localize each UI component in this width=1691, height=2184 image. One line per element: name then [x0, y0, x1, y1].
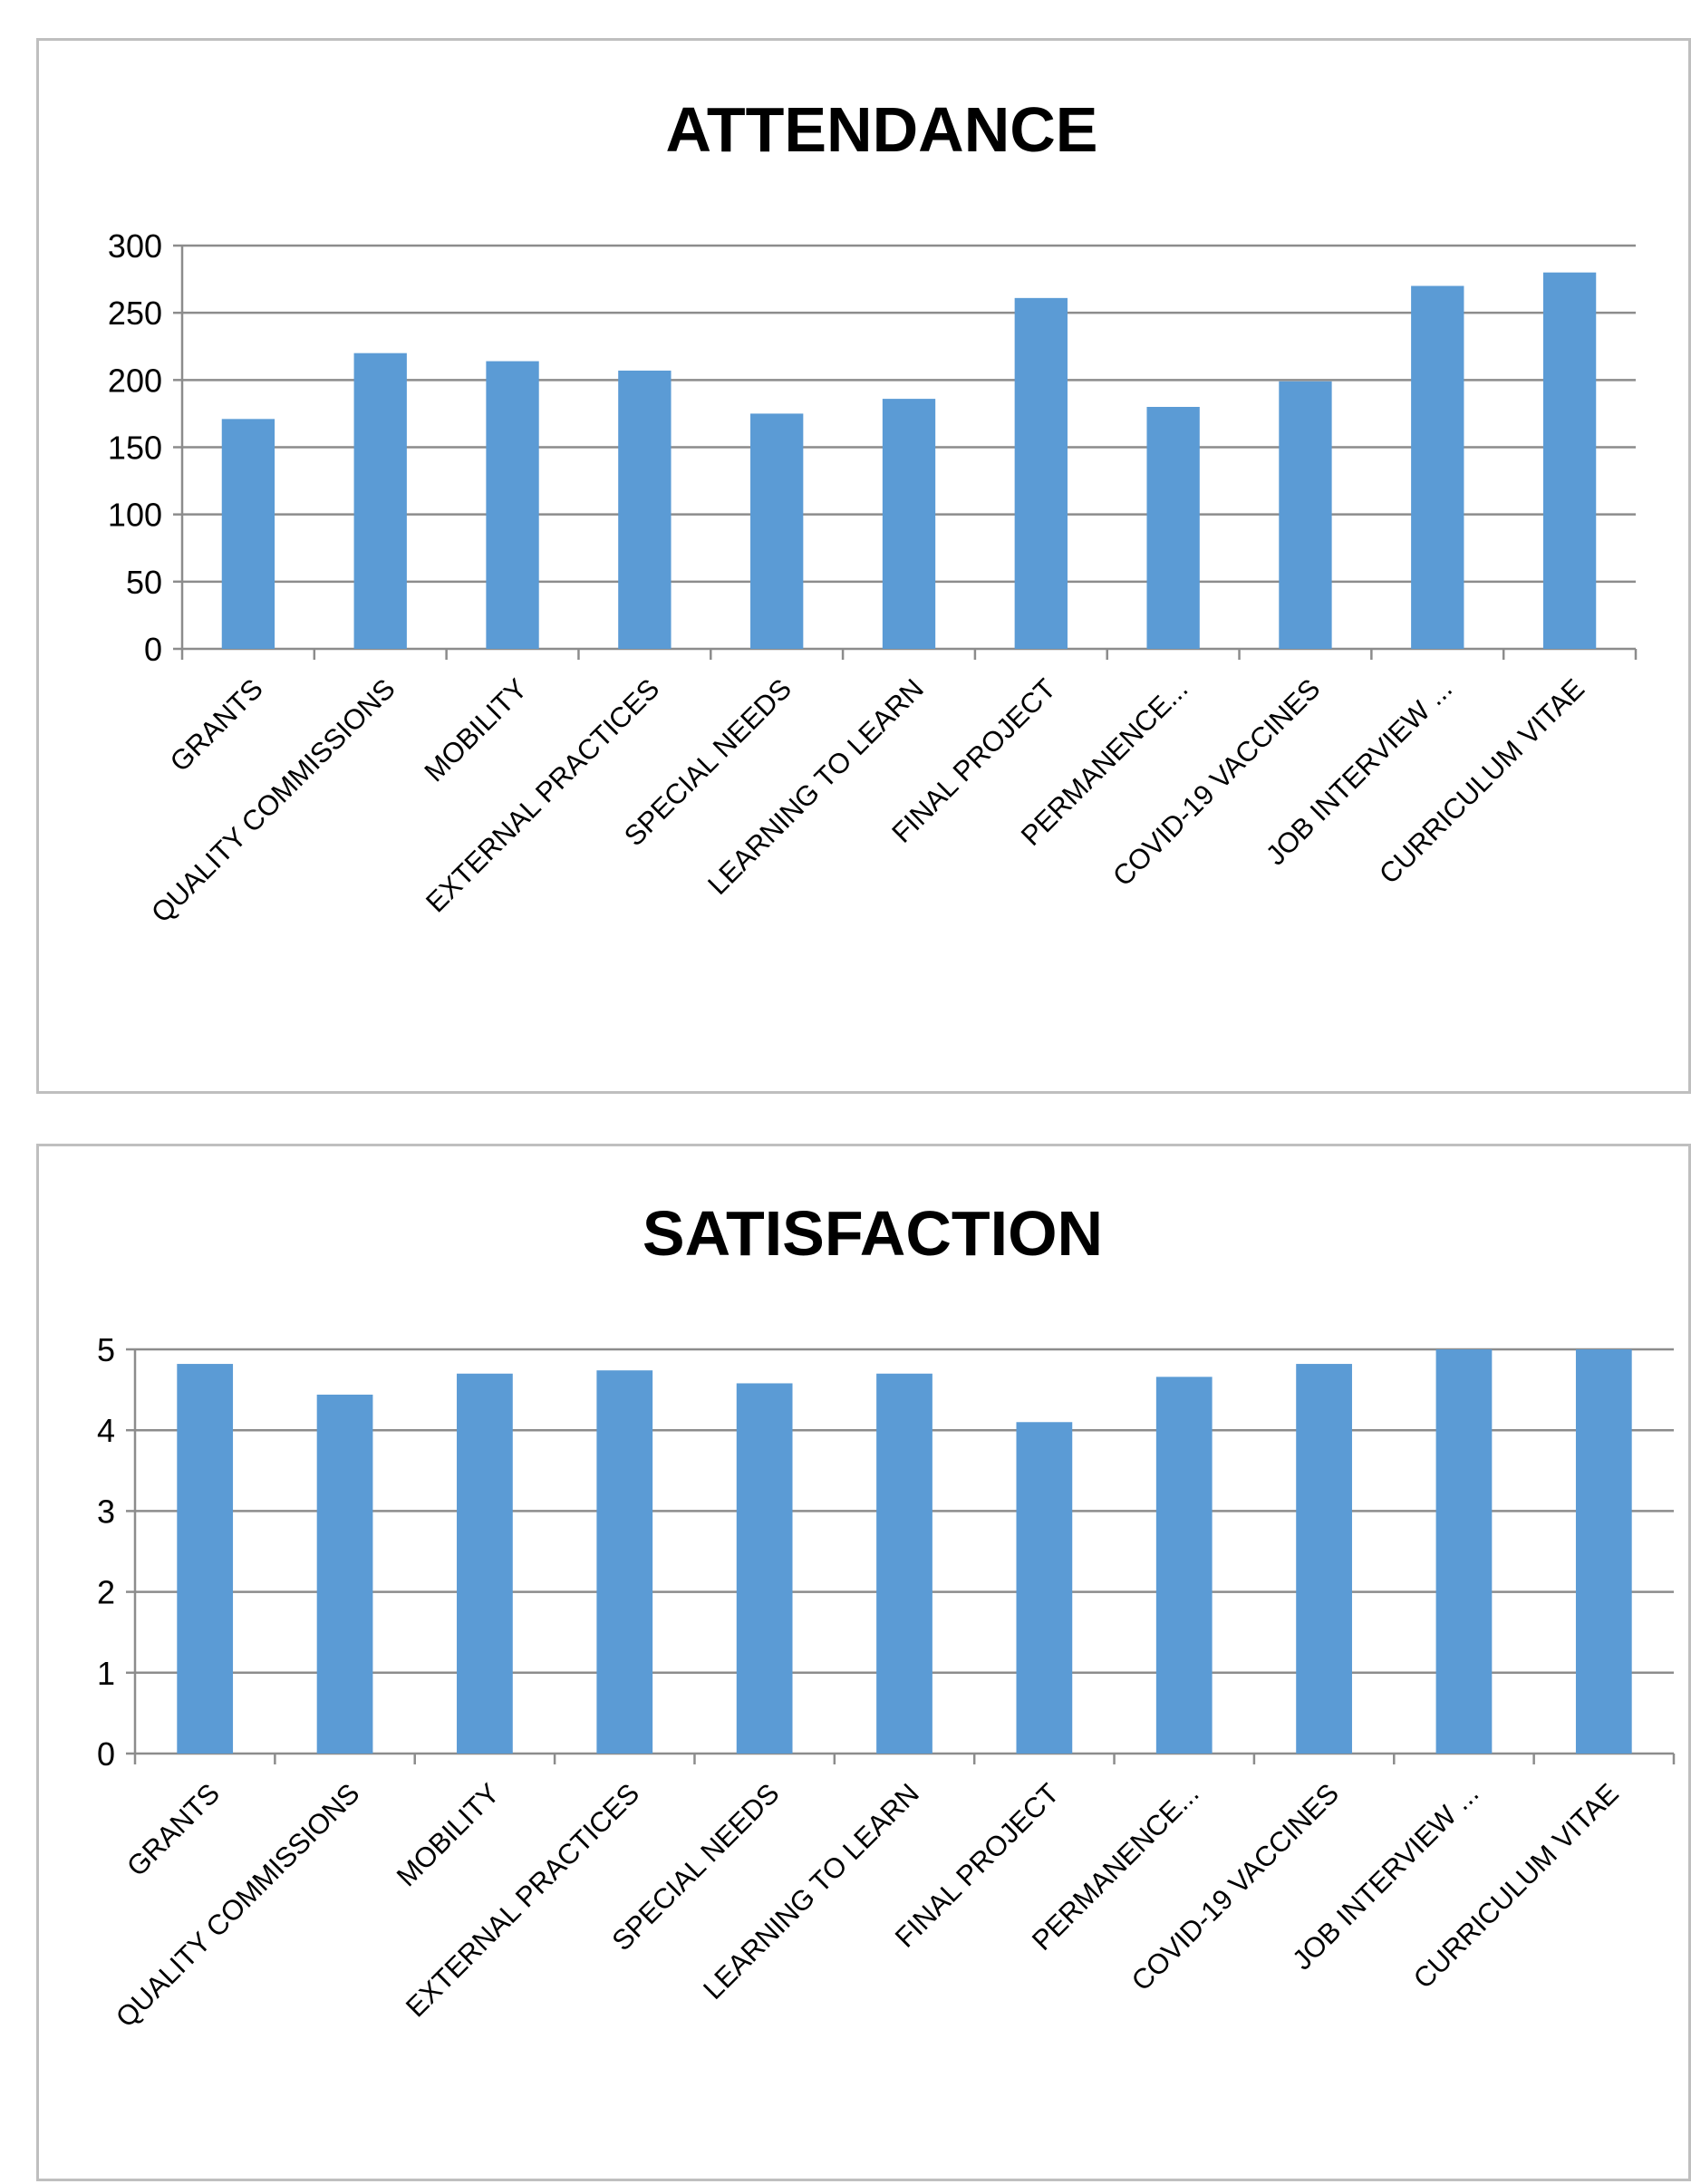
attendance-y-tick-label: 50 [126, 564, 162, 601]
attendance-y-tick-label: 0 [144, 631, 162, 668]
attendance-chart: ATTENDANCE 0 50 100 150 200 250 300 GRANTSQUALIT… [108, 94, 1638, 929]
satisfaction-y-tick-label: 4 [97, 1412, 115, 1449]
attendance-category-label: MOBILITY [418, 672, 533, 788]
attendance-bar-curriculum-vitae [1542, 272, 1597, 649]
satisfaction-bar-job-interview [1435, 1349, 1493, 1754]
attendance-bar-external-practices [618, 370, 672, 649]
satisfaction-bar-permanence [1155, 1377, 1213, 1754]
satisfaction-bar-quality-commissions [316, 1394, 373, 1754]
attendance-category-label: LEARNING TO LEARN [701, 672, 930, 901]
satisfaction-chart-panel: SATISFACTION 0 1 2 3 4 5 GRANTS QUALITY COMMISSI… [36, 1144, 1691, 2181]
attendance-bar-grants [221, 419, 275, 649]
satisfaction-chart-title: SATISFACTION [643, 1198, 1103, 1269]
satisfaction-y-tick-label: 2 [97, 1574, 115, 1611]
attendance-y-tick-label: 300 [108, 227, 162, 265]
attendance-bar-permanence [1146, 407, 1200, 649]
satisfaction-y-tick-label: 1 [97, 1655, 115, 1692]
attendance-bar-learning-to-learn [882, 399, 936, 649]
attendance-y-tick-label: 200 [108, 362, 162, 399]
satisfaction-bar-learning-to-learn [876, 1373, 932, 1754]
attendance-bar-quality-commissions [353, 353, 407, 649]
attendance-bar-special-needs [750, 413, 804, 649]
satisfaction-bar-final-project [1016, 1422, 1073, 1754]
attendance-category-label: QUALITY COMMISSIONS [145, 672, 401, 929]
attendance-category-label: EXTERNAL PRACTICES [420, 672, 665, 918]
satisfaction-bar-mobility [457, 1373, 513, 1754]
satisfaction-category-label: MOBILITY [391, 1777, 506, 1892]
attendance-bar-final-project [1014, 297, 1068, 649]
attendance-bar-job-interview [1411, 285, 1464, 649]
satisfaction-y-tick-label: 5 [97, 1331, 115, 1368]
satisfaction-category-label: EXTERNAL PRACTICES [400, 1777, 645, 2023]
attendance-y-tick-label: 250 [108, 295, 162, 332]
satisfaction-y-tick-label: 3 [97, 1493, 115, 1530]
satisfaction-y-tick-label: 0 [97, 1735, 115, 1773]
satisfaction-bar-external-practices [596, 1370, 653, 1754]
attendance-bar-mobility [486, 361, 539, 649]
attendance-y-tick-label: 150 [108, 429, 162, 466]
attendance-y-tick-label: 100 [108, 497, 162, 534]
satisfaction-category-label: QUALITY COMMISSIONS [110, 1777, 366, 2034]
attendance-chart-title: ATTENDANCE [665, 94, 1097, 165]
attendance-chart-panel: ATTENDANCE 0 50 100 150 200 250 300 GRANTS QUALIT… [36, 38, 1691, 1094]
satisfaction-category-label: GRANTS [121, 1777, 226, 1882]
satisfaction-bar-curriculum-vitae [1575, 1349, 1632, 1754]
satisfaction-bar-grants [177, 1364, 234, 1754]
satisfaction-bar-special-needs [736, 1383, 793, 1754]
satisfaction-bar-covid-19-vaccines [1296, 1364, 1352, 1754]
attendance-category-label: GRANTS [164, 672, 269, 778]
attendance-bar-covid-19-vaccines [1279, 381, 1332, 649]
